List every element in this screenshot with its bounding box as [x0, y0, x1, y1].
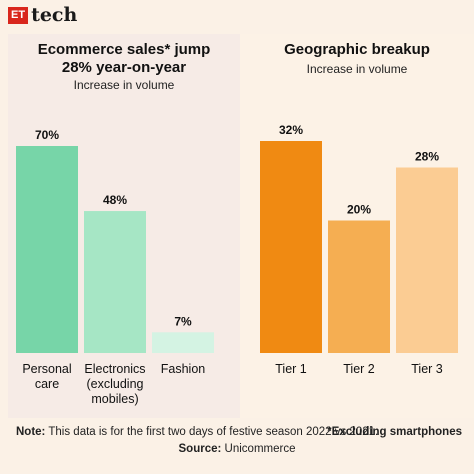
- right-category-label-1-line-1: Tier 1: [275, 362, 307, 376]
- left-bar-3: [152, 332, 214, 353]
- brand-logo: ET tech: [8, 2, 77, 28]
- right-bar-value-label-3: 28%: [415, 150, 439, 164]
- left-bar-value-label-2: 48%: [103, 193, 127, 207]
- brand-logo-box: ET: [8, 6, 29, 24]
- footer-note-text: This data is for the first two days of f…: [45, 426, 379, 438]
- left-chart-title: Ecommerce sales* jump 28% year-on-year: [8, 41, 240, 77]
- left-bar-1: [16, 146, 78, 353]
- brand-logo-text: tech: [31, 4, 78, 26]
- right-bar-value-label-2: 20%: [347, 203, 371, 217]
- right-bar-3: [396, 167, 458, 353]
- footer-source: Source: Unicommerce: [0, 443, 474, 455]
- left-chart-subtitle: Increase in volume: [73, 78, 175, 92]
- footer-source-label: Source:: [178, 443, 222, 455]
- right-bar-2: [328, 220, 390, 353]
- footer-excluding-note: *Excluding smartphones: [327, 426, 462, 438]
- left-category-label-1-line-1: Personal: [22, 362, 71, 376]
- left-bar-value-label-3: 7%: [174, 314, 192, 328]
- left-chart-title-line-1: Ecommerce sales* jump: [37, 41, 211, 58]
- right-category-label-2-line-1: Tier 2: [343, 362, 375, 376]
- right-chart-subtitle: Increase in volume: [306, 62, 408, 76]
- footer-note-label: Note:: [16, 426, 46, 438]
- footer-source-text: Unicommerce: [221, 443, 296, 455]
- left-bar-2: [84, 211, 146, 353]
- left-category-label-3-line-1: Fashion: [161, 362, 206, 376]
- left-bar-value-label-1: 70%: [35, 128, 59, 142]
- footer: Note: This data is for the first two day…: [0, 420, 474, 474]
- footer-note: Note: This data is for the first two day…: [16, 426, 378, 438]
- left-category-label-2-line-2: (excluding: [87, 377, 144, 391]
- left-category-label-1-line-2: care: [35, 377, 59, 391]
- left-chart-title-line-2: 28% year-on-year: [61, 59, 187, 76]
- left-category-label-2-line-3: mobiles): [91, 392, 138, 406]
- right-chart-title: Geographic breakup: [284, 41, 430, 58]
- left-category-label-2-line-1: Electronics: [84, 362, 145, 376]
- right-bar-value-label-1: 32%: [279, 123, 303, 137]
- right-category-label-3-line-1: Tier 3: [411, 362, 443, 376]
- right-bar-1: [260, 141, 322, 353]
